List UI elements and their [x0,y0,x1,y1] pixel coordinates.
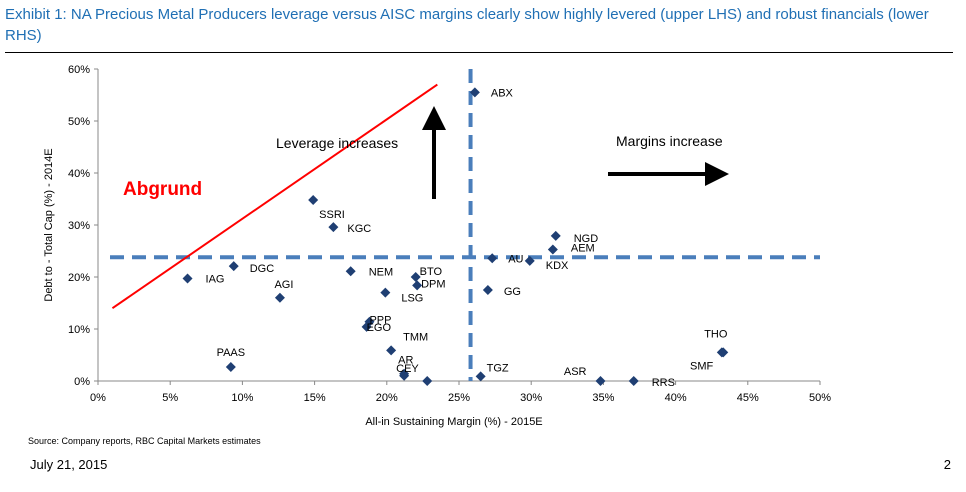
x-tick-label: 20% [376,392,398,404]
data-point [412,280,423,291]
source-note: Source: Company reports, RBC Capital Mar… [28,436,261,446]
x-tick-label: 5% [162,392,178,404]
data-point [487,253,498,264]
x-tick-label: 25% [448,392,470,404]
x-tick-label: 45% [737,392,759,404]
data-point [469,87,480,98]
point-label: KGC [347,223,371,235]
point-label: TGZ [487,362,509,374]
data-point [228,261,239,272]
data-point [380,287,391,298]
point-label: GG [504,286,521,298]
data-point [182,273,193,284]
data-point [595,376,606,386]
y-tick-label: 50% [68,116,90,128]
point-label: SMF [690,360,714,372]
x-tick-label: 35% [592,392,614,404]
point-label: SSRI [319,209,345,221]
point-label: KDX [546,260,569,272]
point-label: EGO [367,322,392,334]
data-point [550,230,561,241]
scatter-chart: 0% 5% 10% 15% 20% 25% 30% 35% 40% 45% 50% 0% 10% 20% 3… [43,64,831,428]
x-tick-label: 15% [304,392,326,404]
point-label: NGD [574,233,599,245]
footer-date: July 21, 2015 [30,457,108,472]
data-point [482,285,493,295]
point-label: ASR [564,366,587,378]
point-label: IAG [206,274,225,286]
data-point [399,370,410,381]
y-tick-label: 40% [68,168,90,180]
point-label: AGI [274,279,293,291]
abgrund-line [111,83,438,310]
point-label: NEM [369,266,393,278]
y-tick-label: 10% [68,324,90,336]
point-label: PAAS [217,347,246,359]
data-point [628,376,639,386]
data-point [386,345,397,356]
point-label: RRS [652,377,675,389]
data-point [274,292,285,303]
title-divider [5,52,953,53]
data-point [345,266,356,277]
data-point [361,321,372,332]
x-tick-label: 50% [809,392,831,404]
y-tick-label: 30% [68,220,90,232]
x-tick-label: 0% [90,392,106,404]
x-tick-label: 40% [665,392,687,404]
point-label: TMM [403,331,428,343]
y-tick-label: 60% [68,64,90,76]
data-point [716,347,727,358]
y-tick-label: 20% [68,272,90,284]
point-label: CEY [396,363,419,375]
point-label: AEM [571,242,595,254]
x-tick-label: 30% [520,392,542,404]
y-tick-label: 0% [74,376,90,388]
point-label: THO [704,328,728,340]
margins-annotation: Margins increase [616,133,723,149]
data-point [547,244,558,255]
data-point [524,255,535,266]
data-point [410,272,421,282]
point-label: AR [398,355,413,367]
x-tick-label: 10% [231,392,253,404]
point-label: PPP [369,315,391,327]
data-point [422,376,433,386]
page-number: 2 [943,457,951,472]
point-label: LSG [401,293,423,305]
data-point [475,371,486,382]
point-label: BTO [420,266,443,278]
data-point [308,195,319,206]
point-label: AU [508,253,523,265]
x-axis-title: All-in Sustaining Margin (%) - 2015E [365,416,542,428]
data-point [225,361,236,372]
point-label: ABX [491,87,514,99]
abgrund-label: Abgrund [123,179,202,200]
point-label: DGC [250,263,275,275]
exhibit-title: Exhibit 1: NA Precious Metal Producers l… [5,6,929,44]
data-point [328,222,339,233]
point-label: DPM [421,278,445,290]
leverage-annotation: Leverage increases [276,135,398,151]
y-axis-title: Debt to - Total Cap (%) - 2014E [43,148,55,301]
